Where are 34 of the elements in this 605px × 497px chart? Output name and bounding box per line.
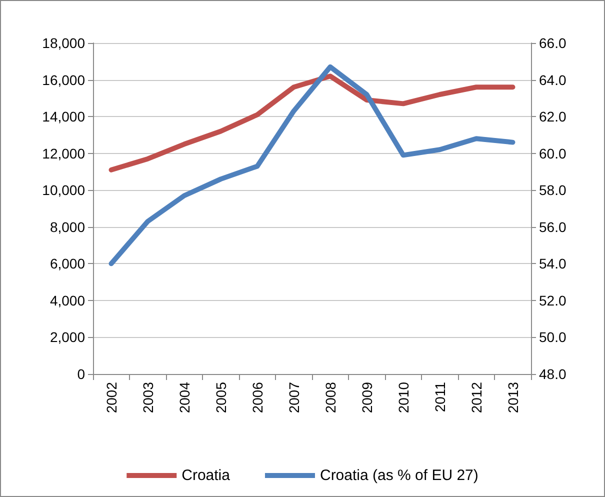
y2-tick-label: 48.0 [539,366,566,382]
y2-tick-label: 60.0 [539,145,566,162]
y-tick-label: 10,000 [42,182,86,198]
x-tick-label: 2004 [176,382,192,414]
y2-tick-label: 56.0 [539,218,566,235]
x-tick-label: 2010 [395,382,412,414]
x-tick-label: 2009 [358,382,375,414]
x-tick-label: 2008 [322,382,338,414]
y2-tick-label: 54.0 [539,256,566,272]
y2-tick-label: 52.0 [539,292,566,308]
y-tick-label: 0 [77,366,86,382]
y2-tick-label: 64.0 [539,72,566,88]
x-tick-label: 2011 [432,382,448,412]
y2-tick-label: 62.0 [539,108,566,125]
y-tick-label: 4,000 [50,292,86,308]
y-tick-label: 14,000 [42,108,86,125]
y2-tick-label: 58.0 [539,182,566,198]
x-tick-label: 2013 [504,382,521,414]
y2-tick-label: 50.0 [539,329,566,346]
x-tick-label: 2012 [468,382,484,414]
x-tick-label: 2007 [286,382,302,414]
y-tick-label: 16,000 [42,72,86,88]
legend-label: Croatia (as % of EU 27) [320,467,478,484]
y-tick-label: 6,000 [50,256,86,272]
y-tick-label: 8,000 [50,218,86,235]
y2-tick-label: 66.0 [539,35,566,51]
y-tick-label: 18,000 [42,35,86,51]
x-tick-label: 2005 [212,382,229,414]
y-tick-label: 2,000 [50,329,86,346]
x-tick-label: 2006 [249,382,266,414]
x-tick-label: 2003 [140,382,156,414]
y-tick-label: 12,000 [42,145,86,162]
x-tick-label: 2002 [103,382,120,414]
legend-label: Croatia [182,467,231,484]
